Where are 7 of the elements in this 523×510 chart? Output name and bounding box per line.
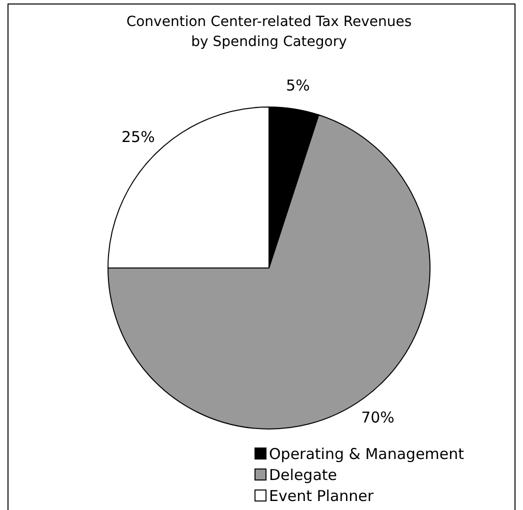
- data-label: 70%: [361, 408, 394, 427]
- chart-title: Convention Center-related Tax Revenues by Spending Category: [126, 14, 412, 50]
- legend-label: Delegate: [269, 466, 337, 484]
- legend-label: Operating & Management: [269, 445, 464, 463]
- legend-label: Event Planner: [269, 487, 374, 505]
- data-label: 5%: [286, 76, 310, 94]
- data-label: 25%: [122, 128, 155, 146]
